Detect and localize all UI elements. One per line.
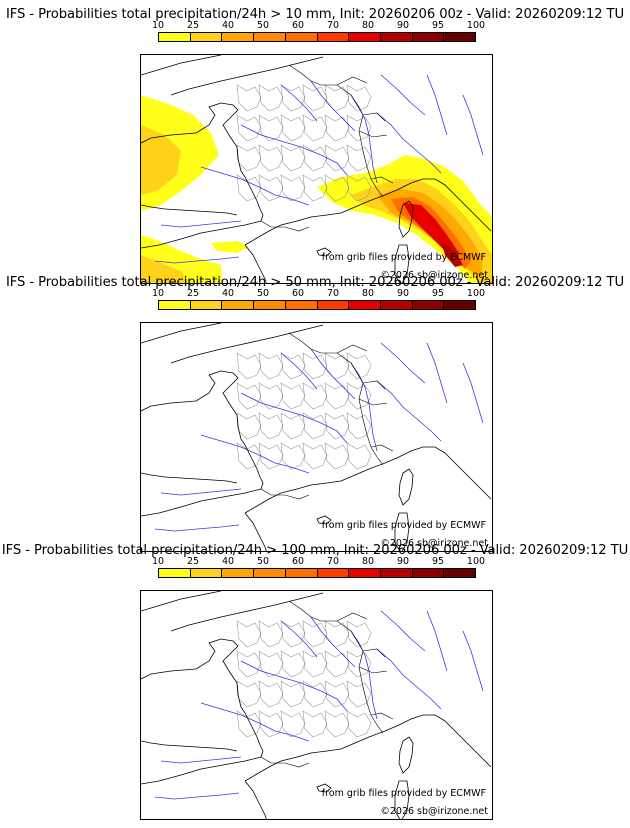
forecast-panel: IFS - Probabilities total precipitation/… xyxy=(0,275,630,552)
colorbar-segment xyxy=(222,301,255,309)
rivers xyxy=(154,342,484,532)
colorbar-segment xyxy=(444,301,476,309)
colorbar-tick-label: 80 xyxy=(361,288,375,299)
colorbar-tick-label: 100 xyxy=(466,556,486,567)
colorbar-segment xyxy=(349,301,381,309)
data-source-credit: from grib files provided by ECMWF xyxy=(321,520,486,531)
colorbar-tick-label: 60 xyxy=(291,288,305,299)
admin-boundaries xyxy=(236,620,372,738)
panel-title: IFS - Probabilities total precipitation/… xyxy=(1,543,629,558)
colorbar-tick-label: 80 xyxy=(361,20,375,31)
probability-map: from grib files provided by ECMWF ©2026 … xyxy=(140,322,493,552)
colorbar-tick-label: 40 xyxy=(221,20,235,31)
colorbar-tick-label: 95 xyxy=(431,556,445,567)
colorbar-tick-label: 70 xyxy=(326,556,340,567)
data-source-credit: from grib files provided by ECMWF xyxy=(321,252,486,263)
data-source-credit: from grib files provided by ECMWF xyxy=(321,788,486,799)
colorbar-tick-label: 50 xyxy=(256,20,270,31)
coastlines-and-borders xyxy=(141,55,492,283)
colorbar-segment xyxy=(412,33,445,41)
admin-boundaries xyxy=(236,352,372,470)
colorbar-segment xyxy=(285,33,318,41)
colorbar-tick-label: 100 xyxy=(466,20,486,31)
colorbar-segment xyxy=(317,33,350,41)
copyright-credit: ©2026 sb@irizone.net xyxy=(380,806,488,817)
colorbar-segment xyxy=(444,569,476,577)
colorbar-segment xyxy=(254,33,286,41)
colorbar-segment xyxy=(254,301,286,309)
map-canvas xyxy=(141,323,492,551)
colorbar-segment xyxy=(380,33,413,41)
forecast-panel: IFS - Probabilities total precipitation/… xyxy=(0,7,630,284)
colorbar-segment xyxy=(317,301,350,309)
colorbar-segment xyxy=(159,33,191,41)
probability-map: from grib files provided by ECMWF ©2026 … xyxy=(140,590,493,820)
colorbar-tick-label: 50 xyxy=(256,556,270,567)
colorbar-segment xyxy=(159,569,191,577)
colorbar-ticks: 10 25 40 50 60 70 80 90 95 100 xyxy=(152,288,485,299)
panel-title: IFS - Probabilities total precipitation/… xyxy=(5,7,625,22)
colorbar-tick-label: 80 xyxy=(361,556,375,567)
colorbar xyxy=(158,32,476,42)
colorbar-segment xyxy=(190,301,223,309)
colorbar-tick-label: 25 xyxy=(186,20,200,31)
colorbar-tick-label: 25 xyxy=(186,556,200,567)
colorbar-segment xyxy=(444,33,476,41)
colorbar-tick-label: 90 xyxy=(396,556,410,567)
colorbar-segment xyxy=(159,301,191,309)
copyright-credit: ©2026 sb@irizone.net xyxy=(380,538,488,549)
forecast-panel: IFS - Probabilities total precipitation/… xyxy=(0,543,630,820)
colorbar-tick-label: 10 xyxy=(151,288,165,299)
map-canvas xyxy=(141,55,492,283)
rivers xyxy=(154,610,484,800)
colorbar-tick-label: 60 xyxy=(291,20,305,31)
colorbar-segment xyxy=(222,569,255,577)
coastlines-and-borders xyxy=(141,591,492,819)
colorbar-segment xyxy=(190,569,223,577)
colorbar-segment xyxy=(349,33,381,41)
colorbar xyxy=(158,568,476,578)
colorbar-ticks: 10 25 40 50 60 70 80 90 95 100 xyxy=(152,556,485,567)
admin-boundaries xyxy=(236,84,372,202)
colorbar-segment xyxy=(254,569,286,577)
colorbar-segment xyxy=(412,301,445,309)
probability-map: from grib files provided by ECMWF ©2026 … xyxy=(140,54,493,284)
colorbar-tick-label: 60 xyxy=(291,556,305,567)
colorbar-segment xyxy=(349,569,381,577)
colorbar-tick-label: 90 xyxy=(396,288,410,299)
colorbar-tick-label: 40 xyxy=(221,556,235,567)
colorbar-tick-label: 95 xyxy=(431,288,445,299)
colorbar-segment xyxy=(317,569,350,577)
colorbar-segment xyxy=(380,301,413,309)
colorbar-segment xyxy=(412,569,445,577)
colorbar-tick-label: 50 xyxy=(256,288,270,299)
rivers xyxy=(154,74,484,264)
colorbar-tick-label: 90 xyxy=(396,20,410,31)
map-canvas xyxy=(141,591,492,819)
colorbar xyxy=(158,300,476,310)
colorbar-ticks: 10 25 40 50 60 70 80 90 95 100 xyxy=(152,20,485,31)
colorbar-tick-label: 70 xyxy=(326,20,340,31)
colorbar-tick-label: 70 xyxy=(326,288,340,299)
panel-title: IFS - Probabilities total precipitation/… xyxy=(5,275,625,290)
colorbar-segment xyxy=(285,569,318,577)
colorbar-segment xyxy=(380,569,413,577)
colorbar-tick-label: 40 xyxy=(221,288,235,299)
colorbar-segment xyxy=(285,301,318,309)
colorbar-tick-label: 25 xyxy=(186,288,200,299)
colorbar-tick-label: 10 xyxy=(151,20,165,31)
colorbar-tick-label: 100 xyxy=(466,288,486,299)
copyright-credit: ©2026 sb@irizone.net xyxy=(380,270,488,281)
coastlines-and-borders xyxy=(141,323,492,551)
colorbar-tick-label: 10 xyxy=(151,556,165,567)
colorbar-segment xyxy=(190,33,223,41)
colorbar-tick-label: 95 xyxy=(431,20,445,31)
colorbar-segment xyxy=(222,33,255,41)
precip-probability-field xyxy=(141,95,492,283)
